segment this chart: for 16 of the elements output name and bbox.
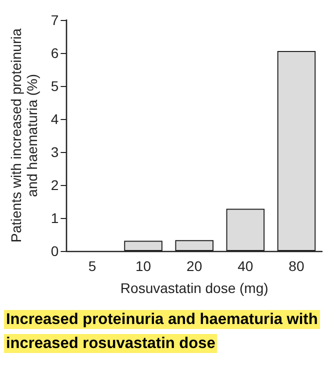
x-tick-label: 5: [88, 258, 96, 274]
y-axis-title: Patients with increased proteinuria and haematuria (%): [8, 28, 40, 243]
x-tick-label: 20: [186, 258, 202, 274]
y-tick-label: 3: [50, 144, 59, 160]
y-tick-label: 5: [50, 78, 59, 94]
text: Increased proteinuria and haematuria with increased rosuvastatin dose: [4, 310, 320, 353]
x-tick-label: 10: [135, 258, 152, 274]
y-tick-label: 4: [50, 111, 59, 127]
y-tick-label: 7: [50, 12, 59, 28]
y-tick-label: 6: [50, 45, 59, 61]
x-tick-label: 40: [238, 258, 254, 274]
y-tick-label: 1: [50, 210, 59, 226]
x-axis-title: Rosuvastatin dose (mg): [120, 280, 268, 296]
y-tick-label: 2: [50, 177, 59, 193]
y-tick-label: 0: [50, 243, 59, 259]
x-tick-label: 80: [288, 258, 304, 274]
